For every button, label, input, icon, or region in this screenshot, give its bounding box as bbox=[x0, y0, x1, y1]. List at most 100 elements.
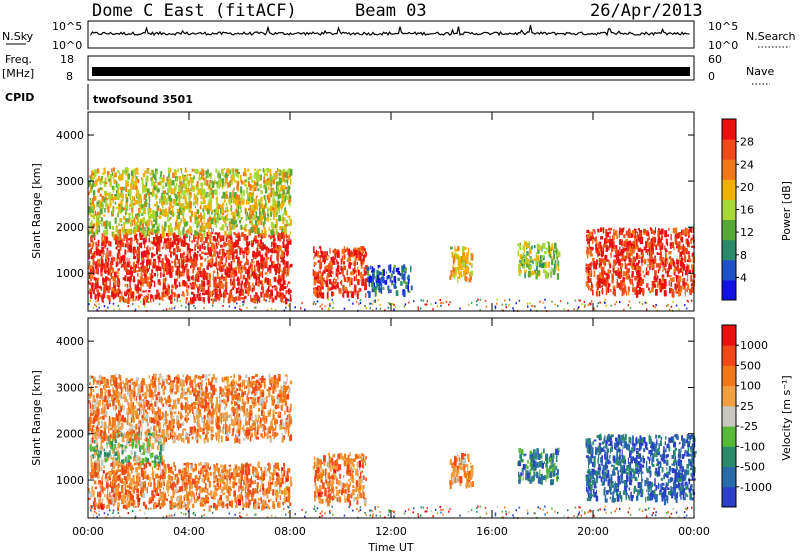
heatmap-cell bbox=[638, 265, 641, 270]
heatmap-cell bbox=[174, 305, 176, 308]
heatmap-cell bbox=[218, 179, 222, 184]
heatmap-cell bbox=[397, 277, 400, 281]
heatmap-cell bbox=[234, 224, 237, 228]
heatmap-cell bbox=[279, 292, 282, 298]
heatmap-cell bbox=[211, 192, 214, 199]
heatmap-cell bbox=[327, 285, 330, 292]
heatmap-cell bbox=[613, 288, 616, 291]
heatmap-cell bbox=[178, 269, 180, 277]
heatmap-cell bbox=[141, 178, 144, 185]
heatmap-cell bbox=[220, 259, 223, 263]
heatmap-cell bbox=[272, 297, 274, 303]
heatmap-cell bbox=[90, 177, 92, 181]
colorbar-segment bbox=[722, 219, 736, 241]
heatmap-cell bbox=[249, 184, 252, 191]
heatmap-cell bbox=[151, 176, 154, 182]
heatmap-cell bbox=[197, 243, 199, 249]
heatmap-cell bbox=[215, 288, 219, 293]
heatmap-cell bbox=[181, 293, 183, 297]
heatmap-cell bbox=[665, 252, 667, 259]
heatmap-cell bbox=[387, 285, 390, 289]
heatmap-cell bbox=[211, 186, 213, 190]
heatmap-cell bbox=[285, 186, 288, 190]
heatmap-cell bbox=[341, 280, 343, 286]
heatmap-cell bbox=[188, 248, 191, 254]
heatmap-cell bbox=[159, 176, 162, 180]
heatmap-cell bbox=[248, 241, 251, 246]
heatmap-cell bbox=[524, 256, 528, 263]
heatmap-cell bbox=[682, 229, 684, 236]
heatmap-cell bbox=[251, 282, 254, 287]
heatmap-cell bbox=[91, 205, 95, 210]
heatmap-cell bbox=[557, 304, 559, 307]
heatmap-cell bbox=[405, 285, 408, 289]
heatmap-cell bbox=[254, 220, 258, 226]
heatmap-cell bbox=[343, 307, 346, 310]
heatmap-cell bbox=[313, 256, 315, 260]
heatmap-cell bbox=[152, 443, 155, 450]
heatmap-cell bbox=[210, 172, 212, 179]
heatmap-cell bbox=[679, 245, 683, 250]
heatmap-cell bbox=[678, 291, 680, 297]
heatmap-cell bbox=[272, 265, 275, 269]
heatmap-cell bbox=[459, 265, 463, 270]
heatmap-cell bbox=[151, 294, 154, 299]
heatmap-cell bbox=[551, 267, 553, 272]
heatmap-cell bbox=[649, 256, 652, 261]
heatmap-cell bbox=[652, 257, 654, 261]
heatmap-cell bbox=[213, 263, 216, 267]
heatmap-cell bbox=[450, 273, 452, 276]
heatmap-cell bbox=[202, 268, 204, 276]
heatmap-cell bbox=[140, 453, 143, 456]
heatmap-cell bbox=[136, 249, 139, 254]
heatmap-cell bbox=[192, 201, 195, 206]
freq-tick-bottom: 8 bbox=[66, 70, 73, 83]
heatmap-cell bbox=[214, 181, 217, 185]
heatmap-cell bbox=[208, 203, 212, 210]
heatmap-cell bbox=[282, 241, 285, 248]
heatmap-cell bbox=[551, 258, 554, 266]
heatmap-cell bbox=[139, 234, 143, 241]
heatmap-cell bbox=[187, 243, 190, 251]
heatmap-cell bbox=[119, 204, 121, 207]
heatmap-cell bbox=[188, 301, 190, 304]
heatmap-cell bbox=[158, 303, 161, 306]
heatmap-cell bbox=[101, 195, 105, 202]
heatmap-cell bbox=[141, 431, 143, 437]
heatmap-cell bbox=[484, 299, 487, 302]
heatmap-cell bbox=[333, 248, 337, 255]
heatmap-cell bbox=[354, 284, 356, 287]
heatmap-cell bbox=[88, 274, 91, 279]
heatmap-cell bbox=[121, 291, 123, 298]
heatmap-cell bbox=[655, 304, 657, 307]
heatmap-cell bbox=[144, 305, 146, 308]
heatmap-cell bbox=[240, 217, 242, 221]
heatmap-cell bbox=[270, 235, 273, 240]
heatmap-cell bbox=[655, 289, 658, 296]
heatmap-cell bbox=[230, 243, 233, 247]
heatmap-cell bbox=[653, 230, 656, 236]
heatmap-cell bbox=[470, 253, 474, 259]
heatmap-cell bbox=[248, 265, 251, 270]
heatmap-cell bbox=[256, 262, 259, 267]
heatmap-cell bbox=[182, 203, 185, 207]
heatmap-cell bbox=[682, 278, 686, 284]
heatmap-cell bbox=[105, 236, 108, 243]
heatmap-cell bbox=[138, 209, 142, 213]
heatmap-cell bbox=[392, 303, 394, 305]
heatmap-cell bbox=[628, 234, 632, 238]
heatmap-cell bbox=[251, 270, 254, 276]
heatmap-cell bbox=[638, 260, 640, 264]
heatmap-cell bbox=[94, 440, 96, 444]
heatmap-cell bbox=[608, 260, 611, 266]
heatmap-cell bbox=[616, 249, 620, 256]
heatmap-cell bbox=[197, 214, 200, 219]
heatmap-cell bbox=[632, 256, 636, 263]
heatmap-cell bbox=[176, 294, 179, 298]
heatmap-cell bbox=[377, 274, 379, 280]
heatmap-cell bbox=[543, 243, 546, 249]
heatmap-cell bbox=[260, 203, 263, 209]
heatmap-cell bbox=[600, 236, 604, 240]
heatmap-cell bbox=[172, 233, 175, 237]
heatmap-cell bbox=[278, 214, 281, 222]
